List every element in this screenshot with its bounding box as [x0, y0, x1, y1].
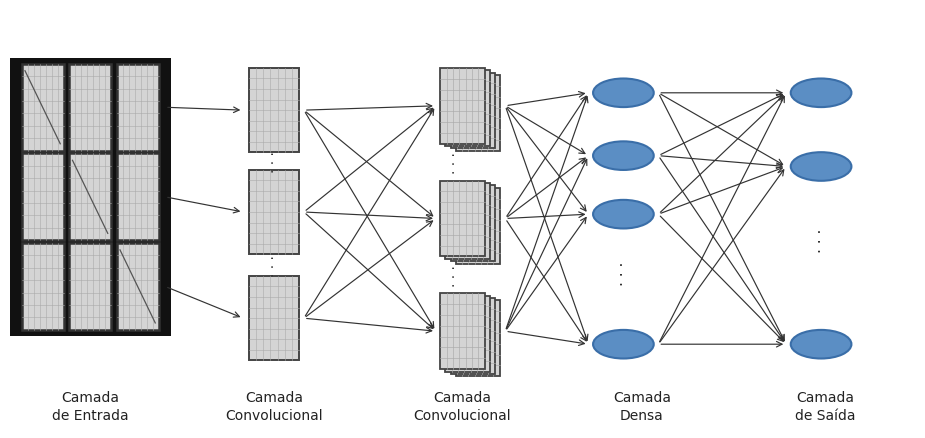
Bar: [117, 65, 158, 152]
Bar: [249, 276, 300, 360]
Bar: [249, 170, 300, 254]
Text: · · ·: · · ·: [267, 254, 281, 276]
Text: Camada
de Saída: Camada de Saída: [796, 390, 856, 422]
Bar: [456, 76, 500, 152]
Circle shape: [593, 79, 654, 108]
Text: · · ·: · · ·: [814, 229, 829, 253]
Bar: [117, 154, 158, 241]
Bar: [456, 188, 500, 264]
Bar: [446, 296, 489, 372]
Bar: [450, 186, 495, 261]
Circle shape: [593, 142, 654, 170]
Bar: [450, 298, 495, 374]
Bar: [21, 244, 64, 330]
Text: Camada
Convolucional: Camada Convolucional: [413, 390, 512, 422]
Bar: [117, 244, 158, 330]
Text: · · ·: · · ·: [616, 261, 631, 285]
Text: Camada
de Entrada: Camada de Entrada: [52, 390, 129, 422]
Bar: [9, 59, 170, 336]
Bar: [446, 71, 489, 147]
Bar: [450, 74, 495, 149]
Text: · · ·: · · ·: [448, 264, 462, 286]
Circle shape: [593, 201, 654, 229]
Circle shape: [791, 153, 851, 181]
Text: Camada
Convolucional: Camada Convolucional: [225, 390, 323, 422]
Bar: [456, 301, 500, 376]
Bar: [21, 154, 64, 241]
Text: · · ·: · · ·: [267, 151, 281, 173]
Bar: [69, 154, 111, 241]
Bar: [69, 65, 111, 152]
Bar: [446, 184, 489, 259]
Bar: [440, 293, 485, 369]
Bar: [21, 65, 64, 152]
Text: · · ·: · · ·: [448, 152, 462, 174]
Text: Camada
Densa: Camada Densa: [612, 390, 671, 422]
Bar: [440, 181, 485, 257]
Circle shape: [593, 330, 654, 359]
Bar: [69, 244, 111, 330]
Bar: [440, 69, 485, 145]
Bar: [249, 69, 300, 153]
Circle shape: [791, 330, 851, 359]
Circle shape: [791, 79, 851, 108]
